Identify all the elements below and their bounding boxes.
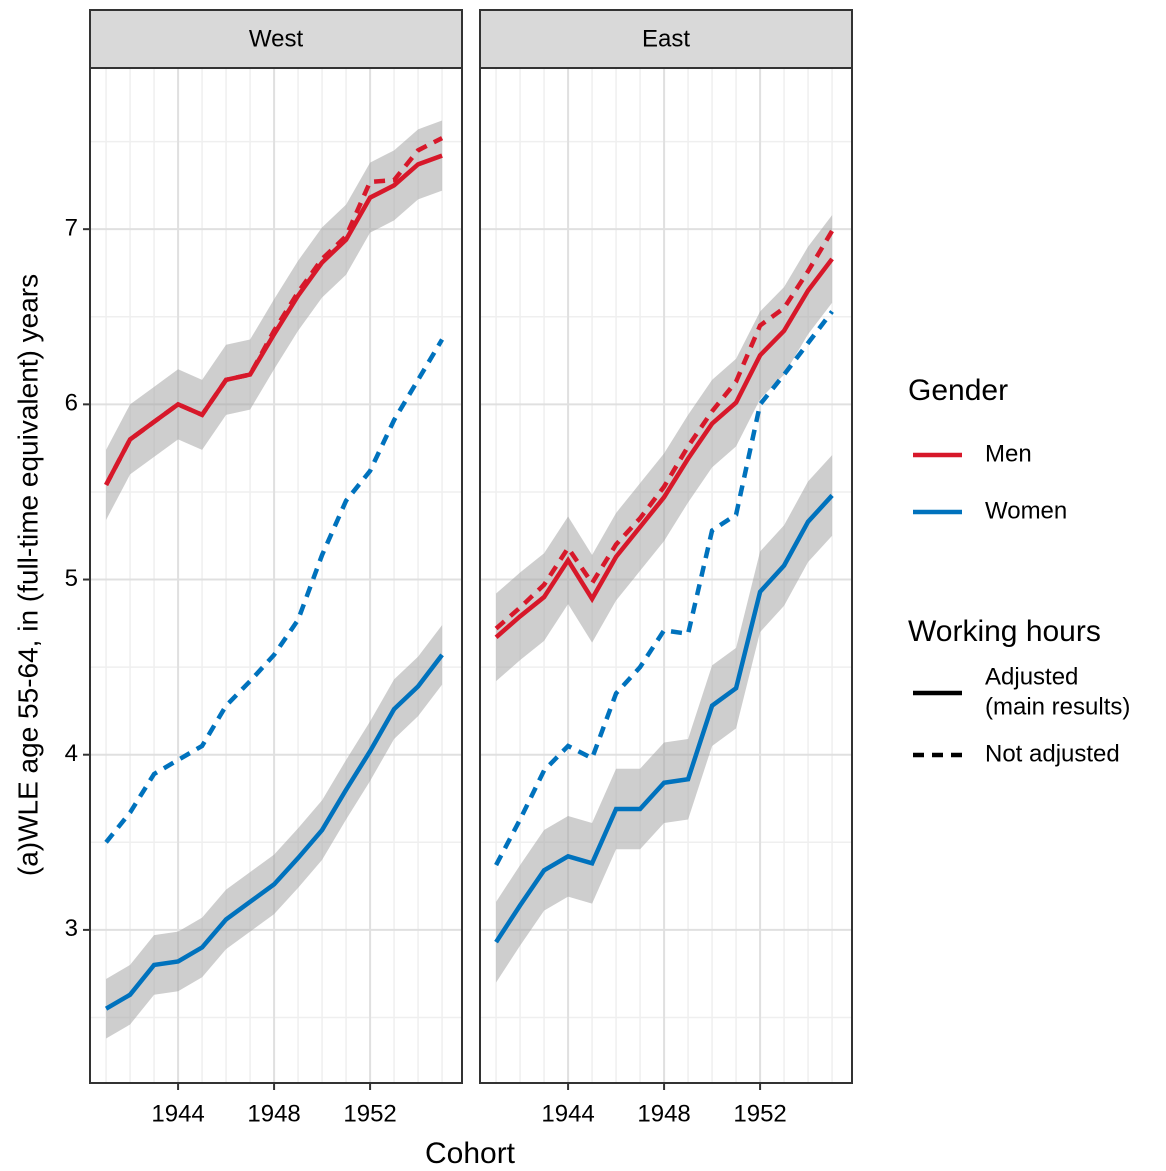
y-tick-label: 6 bbox=[65, 390, 78, 417]
facet-strip bbox=[479, 9, 853, 69]
legend-label: (main results) bbox=[985, 693, 1130, 720]
confidence-ribbon bbox=[496, 215, 833, 682]
y-tick-label: 3 bbox=[65, 915, 78, 942]
x-tick-label: 1944 bbox=[541, 1100, 594, 1127]
panel-background bbox=[90, 68, 462, 1083]
x-tick-label: 1952 bbox=[733, 1100, 786, 1127]
legend-label: Women bbox=[985, 497, 1067, 524]
y-tick-label: 7 bbox=[65, 215, 78, 242]
y-tick-label: 4 bbox=[65, 740, 78, 767]
solid-line bbox=[494, 493, 834, 944]
solid-line bbox=[494, 257, 834, 640]
dashed-line bbox=[494, 310, 834, 867]
dashed-line bbox=[104, 136, 444, 486]
x-tick-label: 1944 bbox=[151, 1100, 204, 1127]
confidence-ribbon bbox=[106, 625, 443, 1039]
x-tick-label: 1952 bbox=[343, 1100, 396, 1127]
y-tick-label: 5 bbox=[65, 565, 78, 592]
facet-title: West bbox=[249, 25, 304, 52]
y-axis-label: (a)WLE age 55-64, in (full-time equivale… bbox=[12, 274, 43, 876]
confidence-ribbon bbox=[496, 455, 833, 983]
dashed-line bbox=[494, 229, 835, 631]
facet-strip bbox=[89, 9, 463, 69]
legend-label: Men bbox=[985, 440, 1032, 467]
legend-title: Working hours bbox=[908, 615, 1101, 648]
x-tick-label: 1948 bbox=[247, 1100, 300, 1127]
x-tick-label: 1948 bbox=[637, 1100, 690, 1127]
facet-title: East bbox=[642, 25, 690, 52]
legend-title: Gender bbox=[908, 374, 1008, 407]
dashed-line bbox=[104, 338, 445, 844]
x-axis-label: Cohort bbox=[425, 1137, 516, 1170]
legend-label: Adjusted bbox=[985, 663, 1078, 690]
solid-line bbox=[104, 653, 444, 1011]
legend-label: Not adjusted bbox=[985, 740, 1120, 767]
